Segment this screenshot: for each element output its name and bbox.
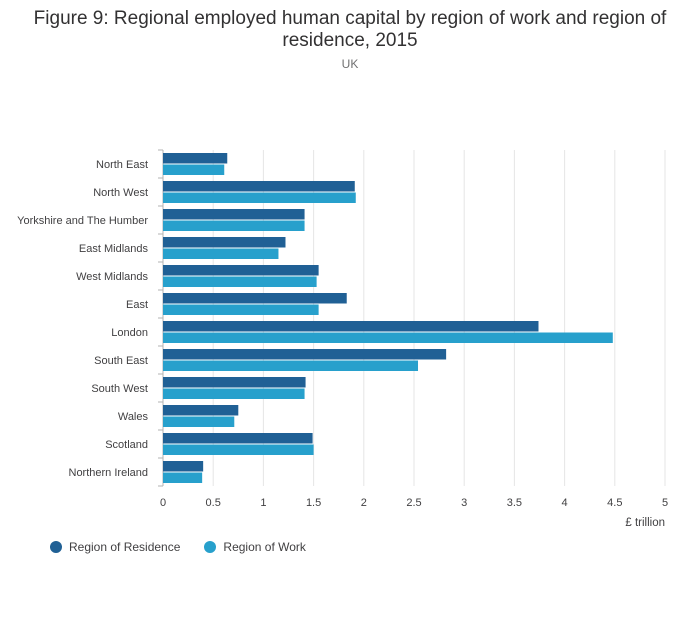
- bar-residence[interactable]: [163, 433, 313, 444]
- x-tick-label: 5: [662, 497, 668, 509]
- bar-work[interactable]: [163, 472, 203, 484]
- y-category-label: West Midlands: [76, 271, 148, 283]
- y-category-label: North West: [93, 187, 148, 199]
- x-tick-label: 4: [562, 497, 568, 509]
- bar-residence[interactable]: [163, 153, 228, 164]
- legend-marker-icon: [50, 541, 62, 553]
- legend-label: Region of Residence: [69, 540, 181, 554]
- bar-work[interactable]: [163, 444, 314, 456]
- y-category-label: Northern Ireland: [69, 467, 149, 479]
- y-category-label: East Midlands: [79, 243, 149, 255]
- x-tick-label: 3.5: [507, 497, 522, 509]
- bar-work[interactable]: [163, 248, 279, 260]
- chart-title: Figure 9: Regional employed human capita…: [0, 8, 700, 52]
- bar-work[interactable]: [163, 220, 305, 232]
- x-axis-label: £ trillion: [625, 517, 665, 529]
- bar-residence[interactable]: [163, 209, 305, 220]
- chart-title-line-1: Figure 9: Regional employed human capita…: [33, 8, 667, 29]
- bar-residence[interactable]: [163, 181, 355, 192]
- bar-residence[interactable]: [163, 265, 319, 276]
- bar-residence[interactable]: [163, 377, 306, 388]
- x-tick-label: 2: [361, 497, 367, 509]
- legend-marker-icon: [204, 541, 217, 553]
- y-category-label: South East: [94, 355, 148, 367]
- legend-item[interactable]: Region of Work: [204, 540, 306, 554]
- bar-work[interactable]: [163, 164, 225, 176]
- x-tick-label: 4.5: [607, 497, 622, 509]
- y-category-label: Wales: [118, 411, 149, 423]
- bar-residence[interactable]: [163, 321, 539, 332]
- bar-residence[interactable]: [163, 349, 447, 360]
- bar-work[interactable]: [163, 416, 235, 428]
- bar-residence[interactable]: [163, 405, 239, 416]
- x-tick-label: 0: [160, 497, 166, 509]
- bar-work[interactable]: [163, 192, 356, 204]
- bar-residence[interactable]: [163, 237, 286, 248]
- y-category-label: South West: [91, 383, 148, 395]
- bar-work[interactable]: [163, 276, 317, 288]
- y-category-label: London: [111, 327, 148, 339]
- chart-legend: Region of Residence Region of Work: [50, 540, 306, 554]
- bar-work[interactable]: [163, 332, 613, 344]
- bar-work[interactable]: [163, 388, 305, 400]
- y-category-label: Yorkshire and The Humber: [17, 215, 148, 227]
- y-category-label: Scotland: [105, 439, 148, 451]
- y-category-label: North East: [96, 159, 148, 171]
- bar-work[interactable]: [163, 304, 319, 316]
- y-category-label: East: [126, 299, 148, 311]
- legend-item[interactable]: Region of Residence: [50, 540, 180, 554]
- chart-title-line-2: residence, 2015: [282, 30, 418, 51]
- x-tick-label: 1: [260, 497, 266, 509]
- bar-work[interactable]: [163, 360, 419, 372]
- chart-subtitle: UK: [341, 57, 359, 71]
- bar-residence[interactable]: [163, 461, 204, 472]
- bar-residence[interactable]: [163, 293, 347, 304]
- x-tick-label: 2.5: [406, 497, 421, 509]
- x-tick-label: 1.5: [306, 497, 321, 509]
- legend-label: Region of Work: [223, 540, 306, 554]
- x-tick-label: 3: [461, 497, 467, 509]
- x-tick-label: 0.5: [206, 497, 221, 509]
